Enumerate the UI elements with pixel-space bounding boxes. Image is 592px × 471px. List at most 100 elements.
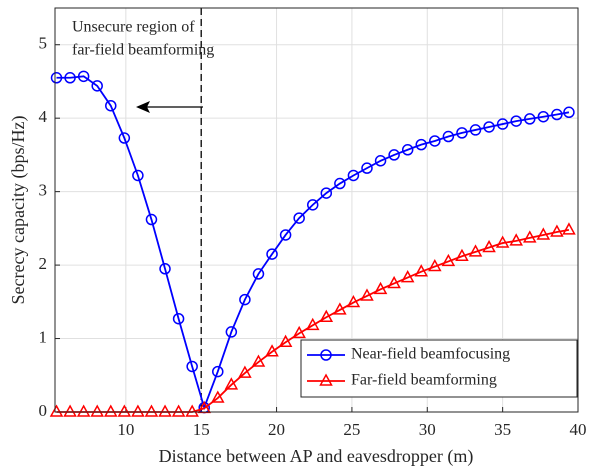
marker: [212, 365, 224, 378]
marker: [346, 294, 361, 308]
legend-box: [300, 339, 578, 398]
marker: [211, 390, 225, 403]
marker: [562, 222, 576, 235]
marker: [551, 108, 563, 121]
annotation: far-field beamforming: [72, 42, 214, 59]
x-tick-label: 20: [268, 420, 285, 439]
marker: [186, 360, 198, 373]
x-tick-label: 15: [193, 420, 210, 439]
legend: Near-field beamfocusing Far-field beamfor…: [300, 339, 578, 398]
marker: [265, 344, 279, 357]
marker: [429, 135, 441, 147]
legend-marker: [320, 349, 332, 361]
marker: [495, 235, 510, 248]
marker: [306, 199, 319, 211]
marker: [90, 404, 104, 417]
marker: [400, 270, 415, 283]
axes-box: [54, 7, 579, 413]
y-axis-label: Secrecy capacity (bps/Hz): [8, 116, 29, 305]
marker: [105, 99, 117, 112]
marker: [496, 118, 509, 130]
marker: [524, 113, 536, 125]
marker: [64, 72, 76, 84]
marker: [469, 124, 482, 136]
plot-area: 0 1 2 3 4 5 10 15 20 25 30 35 40: [39, 8, 587, 439]
marker: [117, 404, 132, 417]
marker: [278, 334, 293, 347]
marker: [387, 275, 401, 289]
marker: [550, 224, 564, 237]
marker: [523, 230, 537, 243]
marker: [456, 127, 468, 139]
marker: [414, 264, 429, 277]
marker: [319, 309, 334, 322]
marker: [320, 187, 333, 199]
marker: [333, 302, 347, 315]
marker: [252, 268, 265, 280]
legend-label: Near-field beamfocusing: [351, 346, 510, 363]
marker: [49, 404, 64, 417]
marker: [118, 132, 131, 144]
marker: [76, 404, 91, 417]
marker: [292, 325, 306, 339]
marker: [225, 326, 238, 338]
marker: [77, 70, 90, 83]
marker: [468, 244, 483, 257]
marker: [455, 248, 469, 262]
y-tick-label: 0: [39, 401, 48, 420]
y-tick-label: 2: [39, 254, 48, 273]
marker: [483, 121, 495, 133]
marker: [266, 248, 278, 260]
marker: [428, 259, 442, 272]
marker: [334, 177, 346, 190]
marker: [537, 110, 550, 123]
marker: [159, 263, 171, 275]
marker: [224, 377, 239, 390]
marker: [563, 106, 575, 119]
marker: [251, 354, 266, 367]
marker: [91, 80, 103, 92]
marker: [293, 212, 305, 224]
x-tick-label: 10: [117, 420, 134, 439]
marker: [238, 365, 252, 378]
y-tick-label: 4: [39, 107, 48, 126]
y-tick-label: 5: [39, 34, 48, 53]
y-tick-label: 3: [39, 181, 48, 200]
marker: [50, 72, 63, 84]
marker: [482, 239, 496, 253]
legend-marker: [319, 373, 333, 386]
x-tick-label: 35: [494, 420, 511, 439]
x-tick-label: 25: [343, 420, 360, 439]
marker: [373, 281, 388, 295]
marker: [63, 404, 77, 417]
marker: [536, 227, 551, 240]
x-tick-label: 40: [570, 420, 587, 439]
marker: [442, 130, 455, 143]
marker: [305, 317, 320, 331]
y-tick-label: 1: [39, 327, 48, 346]
marker: [360, 288, 374, 301]
marker: [132, 169, 144, 182]
marker: [415, 138, 428, 151]
marker: [144, 404, 159, 417]
marker: [103, 404, 118, 417]
marker: [388, 149, 400, 161]
legend-label: Far-field beamforming: [351, 372, 497, 389]
marker: [171, 404, 186, 417]
marker: [441, 253, 456, 267]
marker: [145, 213, 158, 226]
marker: [239, 293, 251, 306]
marker: [185, 404, 199, 417]
marker: [279, 229, 292, 241]
marker: [158, 404, 172, 417]
marker: [347, 169, 360, 182]
x-axis-label: Distance between AP and eavesdropper (m): [159, 446, 474, 467]
marker: [131, 404, 145, 417]
marker: [510, 115, 522, 127]
annotation: Unsecure region of: [72, 19, 195, 36]
marker: [401, 144, 414, 156]
arrow-head: [136, 101, 150, 113]
marker: [374, 155, 387, 167]
marker: [361, 162, 373, 174]
